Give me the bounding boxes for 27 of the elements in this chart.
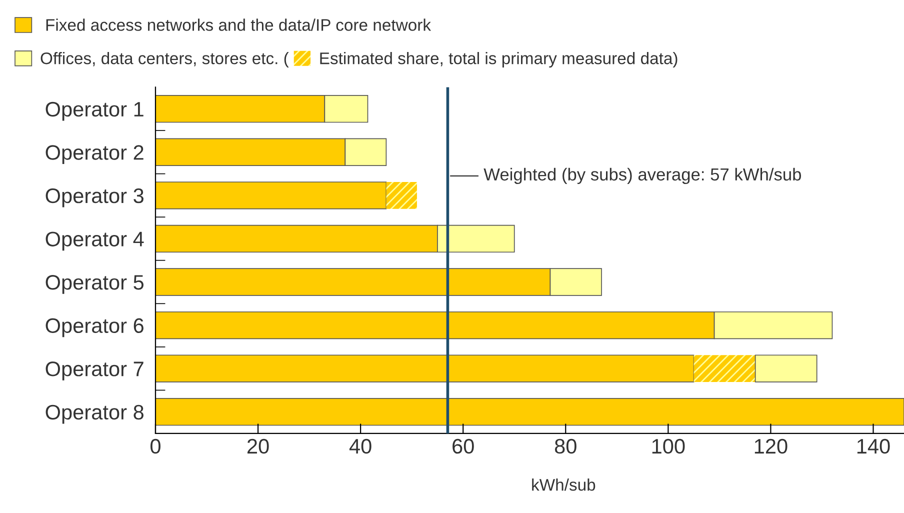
legend-label: Offices, data centers, stores etc. ( <box>40 52 289 68</box>
y-tick-label: Operator 5 <box>46 274 144 294</box>
bar <box>155 182 387 210</box>
ref-line-label: Weighted (by subs) average: 57 kWh/sub <box>484 168 802 184</box>
x-axis-title: kWh/sub <box>532 478 596 491</box>
legend-label: Estimated share, total is primary measured data) <box>320 52 678 68</box>
x-tick-label: 60 <box>452 438 474 454</box>
bar <box>754 354 818 382</box>
bar <box>155 398 904 426</box>
y-tick-label: Operator 3 <box>46 188 144 208</box>
y-tick-label: Operator 7 <box>46 362 144 380</box>
y-tick-label: Operator 1 <box>46 102 144 121</box>
x-tick-label: 40 <box>349 438 372 454</box>
y-tick-label: Operator 8 <box>46 404 144 424</box>
x-tick-label: 120 <box>754 438 788 454</box>
legend-label: Fixed access networks and the data/IP core network <box>46 18 432 31</box>
y-tick-label: Operator 6 <box>46 318 144 338</box>
x-tick-label: 20 <box>247 438 269 454</box>
bar <box>694 355 756 382</box>
x-tick-label: 80 <box>554 438 576 454</box>
bar <box>155 354 694 382</box>
x-tick-label: 100 <box>652 438 685 454</box>
y-tick-label: Operator 4 <box>46 232 144 251</box>
x-tick-label: 0 <box>150 438 160 454</box>
bar <box>386 182 417 209</box>
y-tick-label: Operator 2 <box>46 145 144 164</box>
x-tick-label: 140 <box>857 438 890 454</box>
